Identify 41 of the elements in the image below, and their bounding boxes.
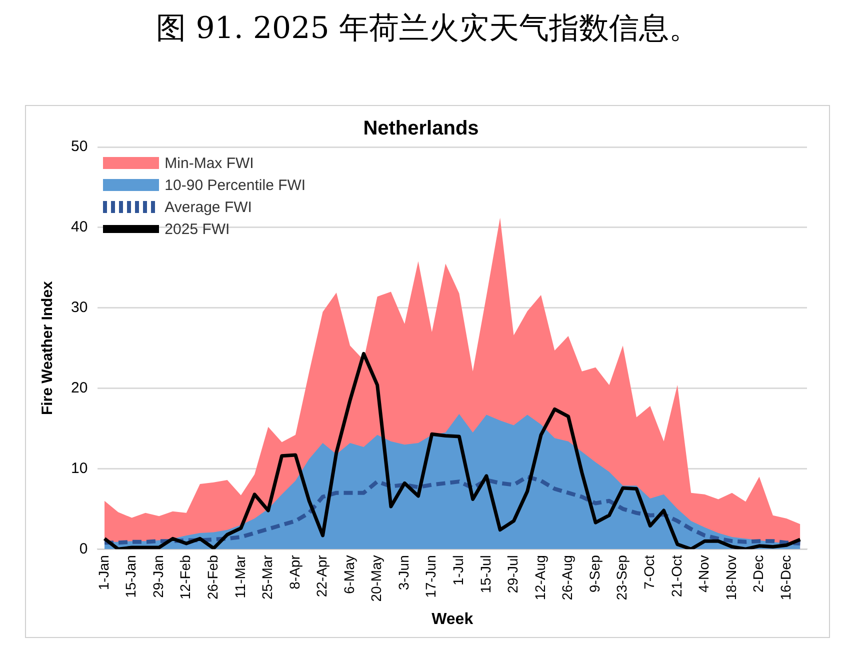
y-axis-title: Fire Weather Index: [39, 280, 56, 416]
y-tick-label: 20: [70, 379, 88, 396]
x-tick-label: 23-Sep: [614, 554, 630, 600]
x-tick-label: 20-May: [368, 555, 384, 602]
y-tick-label: 0: [79, 540, 88, 558]
x-tick-label: 26-Feb: [204, 554, 220, 600]
x-tick-label: 26-Aug: [559, 555, 576, 600]
x-tick-label: 11-Mar: [232, 554, 248, 598]
x-tick-label: 9-Sep: [586, 554, 602, 592]
caption: 图 91. 2025 年荷兰火灾天气指数信息。: [155, 10, 700, 48]
x-tick-label: 15-Jul: [477, 555, 494, 594]
x-tick-label: 12-Feb: [177, 554, 194, 600]
line-series: [102, 474, 802, 546]
x-tick-label: 16-Dec: [777, 555, 794, 600]
x-tick-label: 22-Apr: [314, 554, 330, 598]
x-tick-label: 8-Apr: [286, 554, 302, 590]
x-tick-label: 6-May: [340, 555, 357, 594]
x-tick-label: 17-Jun: [422, 555, 439, 598]
legend-label: Min-Max FWI: [164, 154, 254, 172]
x-tick-label: 18-Nov: [722, 555, 739, 600]
x-tick-label: 7-Oct: [640, 555, 657, 590]
x-tick-label: 2-Dec: [750, 555, 766, 592]
legend-label: 2025 FWI: [164, 220, 230, 238]
x-tick-label: 25-Mar: [259, 554, 276, 600]
x-tick-label: 29-Jul: [504, 555, 521, 594]
x-tick-label: 1-Jan: [95, 555, 112, 590]
x-tick-label: 1-Jul: [450, 555, 466, 586]
y-tick-label: 10: [70, 460, 88, 477]
x-tick-label: 12-Aug: [532, 555, 548, 600]
x-tick-label: 21-Oct: [668, 555, 684, 598]
x-tick-label: 15-Jan: [122, 555, 139, 598]
x-tick-label: 29-Jan: [150, 555, 166, 598]
legend-label: 10-90 Percentile FWI: [164, 176, 306, 194]
y-tick-label: 50: [70, 138, 88, 156]
legend-label: Average FWI: [164, 198, 252, 216]
x-tick-label: 3-Jun: [395, 555, 412, 590]
x-axis-title: Week: [432, 610, 474, 628]
chart-title: Netherlands: [363, 118, 479, 140]
x-tick-label: 4-Nov: [696, 555, 712, 592]
y-tick-label: 30: [70, 298, 88, 316]
y-tick-label: 40: [70, 218, 88, 236]
